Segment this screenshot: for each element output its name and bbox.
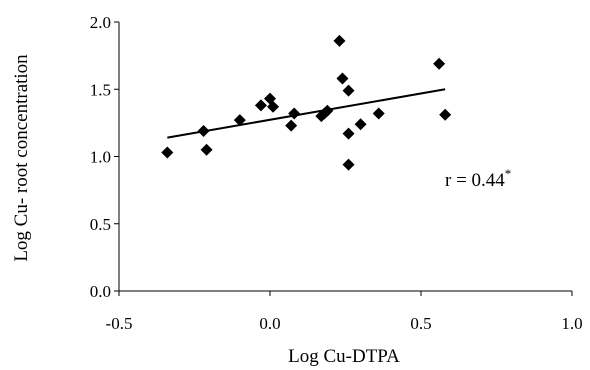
trendline-group — [167, 88, 446, 139]
data-points — [161, 34, 452, 171]
y-tick-label: 0.0 — [90, 282, 111, 301]
data-point — [336, 72, 349, 85]
data-point — [342, 84, 355, 97]
x-tick-label: -0.5 — [106, 314, 133, 333]
data-point — [161, 146, 174, 159]
y-tick-label: 0.5 — [90, 215, 111, 234]
x-tick-label: 0.5 — [410, 314, 431, 333]
data-point — [254, 99, 267, 112]
data-point — [267, 100, 280, 113]
data-point — [342, 127, 355, 140]
data-point — [342, 158, 355, 171]
y-tick-label: 2.0 — [90, 13, 111, 32]
y-tick-label: 1.5 — [90, 80, 111, 99]
data-point — [433, 57, 446, 70]
axes — [114, 21, 573, 296]
y-tick-labels: 0.0 0.5 1.0 1.5 2.0 — [90, 13, 111, 301]
data-point — [233, 114, 246, 127]
correlation-annotation-text: r = 0.44 — [445, 170, 505, 191]
data-point — [372, 107, 385, 120]
y-axis-title: Log Cu- root concentration — [11, 54, 32, 262]
data-point — [197, 124, 210, 137]
data-point — [333, 34, 346, 47]
data-point — [354, 118, 367, 131]
data-point — [321, 104, 334, 117]
trendline — [167, 88, 446, 139]
data-point — [439, 108, 452, 121]
correlation-annotation-superscript: * — [505, 166, 512, 181]
correlation-annotation: r = 0.44* — [445, 166, 511, 191]
x-axis-title: Log Cu-DTPA — [288, 346, 400, 367]
data-point — [200, 143, 213, 156]
x-tick-labels: -0.5 0.0 0.5 1.0 — [106, 314, 583, 333]
data-point — [285, 119, 298, 132]
y-tick-label: 1.0 — [90, 148, 111, 167]
x-tick-label: 1.0 — [561, 314, 582, 333]
x-tick-label: 0.0 — [259, 314, 280, 333]
data-point — [288, 107, 301, 120]
